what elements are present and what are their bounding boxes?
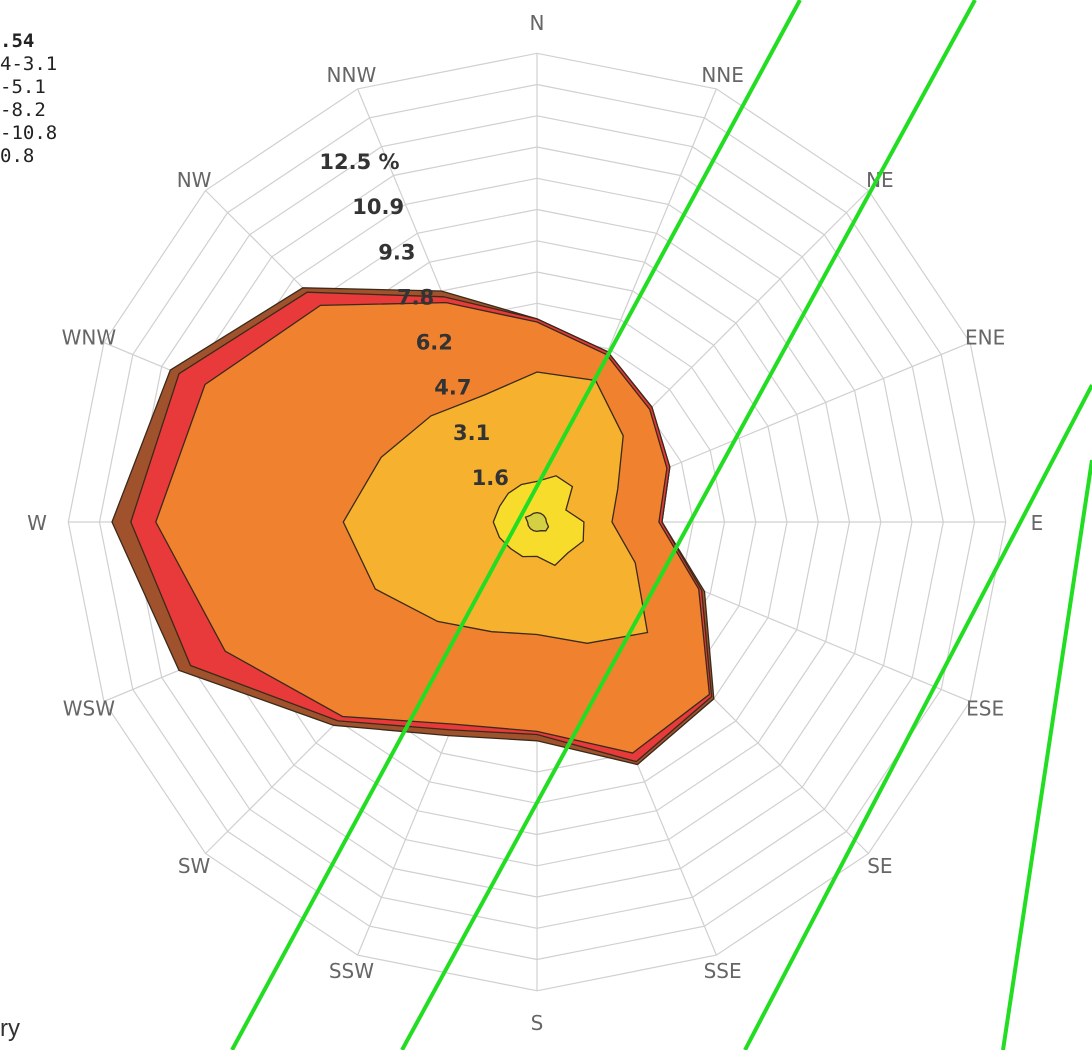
ring-label: 4.7	[434, 376, 471, 400]
ring-label: 12.5 %	[319, 150, 399, 174]
direction-label-wnw: WNW	[62, 325, 117, 349]
direction-label-ssw: SSW	[329, 959, 374, 983]
direction-label-ene: ENE	[965, 325, 1005, 349]
direction-label-nw: NW	[177, 168, 212, 192]
ring-label: 9.3	[378, 240, 415, 264]
direction-label-se: SE	[867, 854, 892, 878]
legend-entry: -10.8	[0, 122, 57, 145]
direction-label-s: S	[531, 1011, 544, 1035]
direction-label-sw: SW	[178, 854, 211, 878]
direction-label-wsw: WSW	[63, 697, 115, 721]
legend-entry: 4-3.1	[0, 53, 57, 76]
direction-label-n: N	[530, 11, 545, 35]
direction-label-nnw: NNW	[327, 63, 377, 87]
direction-label-sse: SSE	[704, 959, 742, 983]
legend-entry: -8.2	[0, 99, 46, 122]
ring-label: 10.9	[352, 195, 404, 219]
legend-entry: 0.8	[0, 145, 34, 168]
ring-label: 6.2	[416, 331, 453, 355]
legend-entry: .54	[0, 30, 34, 53]
ring-label: 7.8	[397, 285, 434, 309]
direction-label-nne: NNE	[701, 63, 744, 87]
partial-caption-text: ry	[0, 1015, 20, 1043]
green-line-4	[1003, 460, 1092, 1050]
legend-entry: -5.1	[0, 76, 46, 99]
direction-label-ese: ESE	[966, 697, 1004, 721]
green-line-3	[745, 385, 1092, 1050]
direction-label-e: E	[1031, 511, 1044, 535]
direction-label-w: W	[27, 511, 47, 535]
ring-label: 3.1	[453, 421, 490, 445]
ring-label: 1.6	[472, 466, 509, 490]
